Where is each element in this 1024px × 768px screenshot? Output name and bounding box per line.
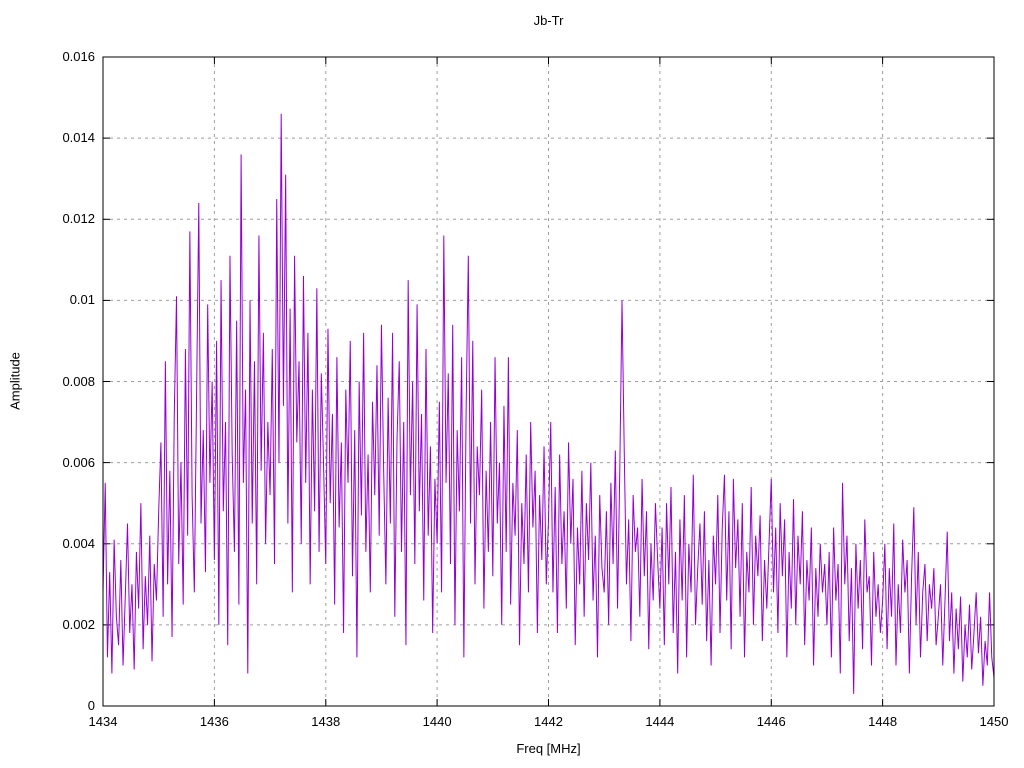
x-tick-label: 1442 xyxy=(534,714,563,729)
x-tick-label: 1446 xyxy=(756,714,786,729)
x-tick-label: 1450 xyxy=(979,714,1009,729)
y-tick-label: 0.004 xyxy=(62,535,95,551)
y-tick-label: 0.008 xyxy=(62,373,95,389)
plot-border xyxy=(102,56,995,707)
y-tick-label: 0.01 xyxy=(69,292,95,308)
chart-title: Jb-Tr xyxy=(533,13,564,28)
spectrum-line xyxy=(102,113,995,694)
x-tick-label: 1444 xyxy=(645,714,675,729)
y-tick-label: 0 xyxy=(87,698,95,713)
x-axis-title: Freq [MHz] xyxy=(516,741,581,756)
x-tick-label: 1434 xyxy=(88,714,118,729)
y-tick-label: 0.002 xyxy=(62,616,95,632)
x-tick-label: 1436 xyxy=(199,714,229,729)
x-tick-label: 1448 xyxy=(868,714,898,729)
y-tick-label: 0.016 xyxy=(62,49,95,64)
y-tick-label: 0.014 xyxy=(62,130,95,146)
y-tick-label: 0.006 xyxy=(62,454,95,470)
x-tick-label: 1438 xyxy=(311,714,341,729)
x-tick-label: 1440 xyxy=(422,714,452,729)
y-tick-label: 0.012 xyxy=(62,211,95,227)
